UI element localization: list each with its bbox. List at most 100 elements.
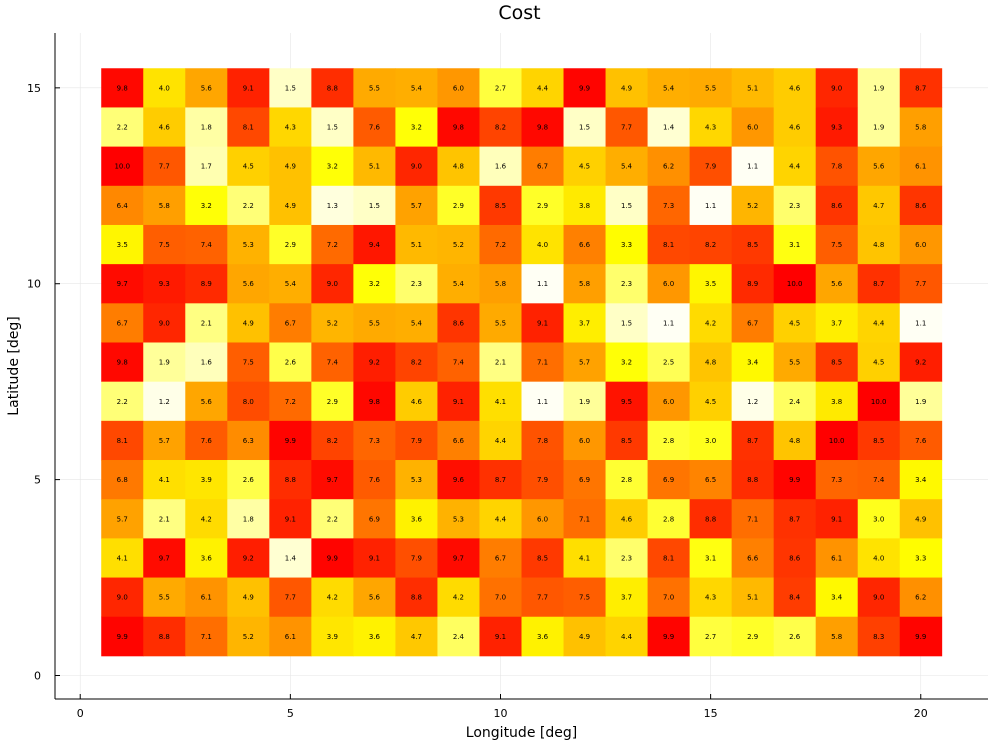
heatmap-cell: [899, 460, 943, 500]
heatmap-cell: [605, 68, 648, 108]
cell-value-label: 8.3: [873, 633, 884, 641]
cell-value-label: 3.9: [201, 476, 212, 484]
cell-value-label: 4.2: [327, 594, 338, 602]
heatmap-cell: [689, 146, 733, 187]
heatmap-cell: [899, 185, 943, 226]
heatmap-cell: [857, 342, 901, 383]
cell-value-label: 8.2: [705, 241, 716, 249]
cell-value-label: 3.0: [705, 437, 716, 445]
cell-value-label: 3.1: [789, 241, 800, 249]
cell-value-label: 5.1: [747, 594, 758, 602]
heatmap-cell: [395, 616, 438, 657]
heatmap-cell: [857, 420, 901, 461]
heatmap-cell: [395, 146, 438, 187]
heatmap-cell: [185, 303, 228, 343]
heatmap-cell: [437, 381, 480, 422]
heatmap-cell: [353, 577, 396, 618]
heatmap-cell: [563, 68, 606, 108]
heatmap-cell: [899, 107, 943, 148]
heatmap-cell: [227, 538, 270, 578]
heatmap-cell: [227, 68, 270, 108]
cell-value-label: 8.7: [747, 437, 758, 445]
heatmap-cell: [563, 499, 606, 539]
cell-value-label: 8.2: [495, 124, 506, 132]
cell-value-label: 1.8: [201, 124, 212, 132]
heatmap-cell: [521, 616, 564, 657]
heatmap-cell: [479, 107, 522, 148]
cell-value-label: 6.1: [285, 633, 296, 641]
cell-value-label: 7.2: [495, 241, 506, 249]
heatmap-cell: [773, 460, 817, 500]
cell-value-label: 8.2: [411, 359, 422, 367]
heatmap-cell: [647, 538, 691, 578]
cell-value-label: 9.0: [411, 163, 422, 171]
cell-value-label: 3.6: [411, 515, 423, 523]
heatmap-cell: [689, 107, 733, 148]
heatmap-cell: [353, 107, 396, 148]
cell-value-label: 9.9: [789, 476, 800, 484]
cell-value-label: 5.3: [243, 241, 254, 249]
cell-value-label: 7.5: [243, 359, 254, 367]
heatmap-cell: [479, 224, 522, 265]
cell-value-label: 9.9: [117, 633, 128, 641]
heatmap-cell: [437, 616, 480, 657]
heatmap-cell: [437, 224, 480, 265]
heatmap-cell: [605, 577, 648, 618]
cell-value-label: 3.7: [831, 319, 842, 327]
heatmap-cell: [437, 460, 480, 500]
cell-value-label: 9.9: [915, 633, 926, 641]
cell-value-label: 4.6: [411, 398, 423, 406]
cell-value-label: 5.4: [411, 319, 423, 327]
cell-value-label: 2.1: [201, 319, 212, 327]
cell-value-label: 9.1: [537, 319, 548, 327]
heatmap-cell: [605, 342, 648, 383]
heatmap-cell: [479, 342, 522, 383]
heatmap-cell: [521, 499, 564, 539]
cell-value-label: 1.1: [663, 319, 674, 327]
cell-value-label: 6.9: [663, 476, 674, 484]
heatmap-cell: [773, 107, 817, 148]
cell-value-label: 8.8: [327, 84, 338, 92]
cell-value-label: 8.2: [327, 437, 338, 445]
heatmap-cell: [395, 342, 438, 383]
heatmap-cell: [605, 107, 648, 148]
heatmap-cell: [227, 460, 270, 500]
cell-value-label: 8.9: [201, 280, 212, 288]
heatmap-cell: [731, 499, 775, 539]
cell-value-label: 4.9: [579, 633, 590, 641]
heatmap-cell: [521, 303, 564, 343]
cell-value-label: 4.5: [705, 398, 716, 406]
cell-value-label: 9.0: [873, 594, 884, 602]
heatmap-cell: [605, 185, 648, 226]
x-axis-title: Longitude [deg]: [466, 725, 577, 741]
cell-value-label: 1.1: [537, 398, 548, 406]
heatmap-cell: [269, 185, 312, 226]
cell-value-label: 5.7: [411, 202, 422, 210]
cell-value-label: 1.5: [621, 319, 632, 327]
cell-value-label: 4.8: [453, 163, 464, 171]
cell-value-label: 2.8: [621, 476, 632, 484]
cell-value-label: 5.2: [747, 202, 758, 210]
heatmap-cell: [647, 381, 691, 422]
cell-value-label: 5.8: [159, 202, 170, 210]
heatmap-cell: [857, 68, 901, 108]
heatmap-cell: [311, 68, 354, 108]
heatmap-cell: [353, 342, 396, 383]
heatmap-cell: [563, 381, 606, 422]
heatmap-cell: [857, 538, 901, 578]
cell-value-label: 5.7: [579, 359, 590, 367]
heatmap-cell: [647, 224, 691, 265]
cell-value-label: 1.5: [369, 202, 380, 210]
cell-value-label: 6.7: [117, 319, 128, 327]
cell-value-label: 5.2: [243, 633, 254, 641]
heatmap-cell: [521, 224, 564, 265]
heatmap-cell: [395, 577, 438, 618]
cell-value-label: 2.3: [621, 554, 632, 562]
axes: [54, 33, 988, 700]
cell-value-label: 7.8: [831, 163, 842, 171]
cell-value-label: 8.7: [789, 515, 800, 523]
heatmap-cell: [521, 68, 564, 108]
cell-value-label: 5.5: [495, 319, 506, 327]
cell-value-label: 1.9: [873, 84, 884, 92]
cell-value-label: 8.5: [831, 359, 842, 367]
